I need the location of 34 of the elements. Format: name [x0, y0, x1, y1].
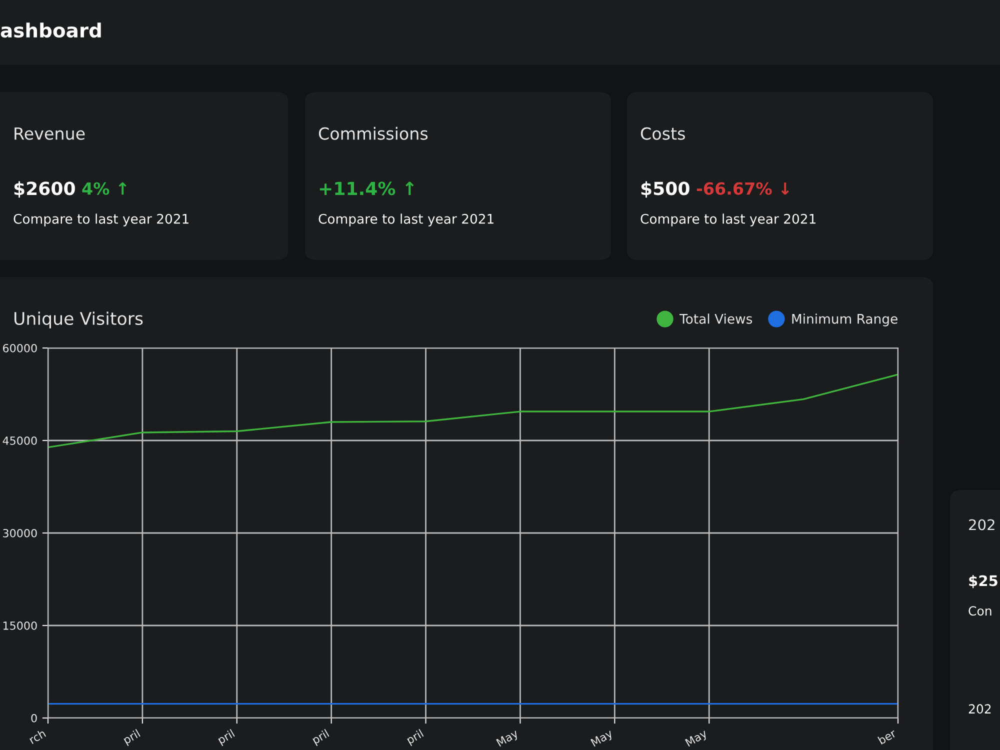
line-series	[48, 374, 898, 448]
text: Commissions	[318, 126, 428, 140]
text: +11.4% ↑	[320, 182, 414, 196]
chart-title: Unique Visitors	[14, 312, 143, 328]
text: -66.67% ↓	[696, 182, 789, 195]
text: Con	[968, 606, 992, 616]
x-tick-label: pril	[311, 728, 330, 746]
x-tick-label: pril	[406, 728, 425, 746]
text: 4% ↑	[82, 182, 126, 195]
x-tick-label: pril	[216, 728, 236, 746]
text: $500	[641, 181, 690, 198]
x-tick-label: pril	[122, 728, 142, 746]
text: 202	[968, 704, 991, 714]
text: $2600	[14, 181, 75, 198]
y-tick-label: 0	[31, 714, 37, 722]
x-tick-label: May	[590, 728, 614, 749]
x-tick-label: rch	[28, 728, 46, 744]
legend-label: Minimum Range	[792, 314, 898, 326]
y-tick-label: 30000	[3, 528, 37, 538]
x-tick-label: May	[684, 728, 709, 749]
text: $25	[969, 574, 998, 588]
y-tick-label: 15000	[3, 621, 37, 630]
y-tick-label: 60000	[3, 344, 37, 352]
x-tick-label: May	[496, 728, 520, 749]
legend-label: Total Views	[679, 314, 752, 324]
x-tick-label: ber	[878, 728, 897, 745]
text: Compare to last year 2021	[14, 214, 188, 226]
text: Costs	[640, 127, 685, 140]
text: Compare to last year 2021	[640, 214, 816, 226]
text: ashboard	[0, 22, 101, 38]
text: Revenue	[14, 127, 85, 140]
text: 202	[969, 519, 994, 530]
y-tick-label: 45000	[2, 436, 37, 445]
text: Compare to last year 2021	[318, 214, 494, 226]
